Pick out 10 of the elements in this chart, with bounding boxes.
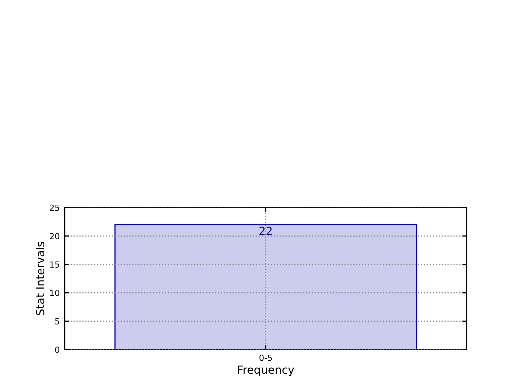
- y-axis-title: Stat Intervals: [36, 242, 45, 316]
- x-tick-label: 0-5: [260, 354, 272, 362]
- y-tick-label: 0: [55, 346, 60, 354]
- y-tick-label: 20: [50, 233, 60, 240]
- data-label: 22: [260, 226, 272, 236]
- y-tick-label: 5: [55, 318, 60, 325]
- y-tick-label: 25: [50, 204, 60, 212]
- y-tick-label: 10: [50, 290, 60, 296]
- x-axis-title: Frequency: [238, 366, 294, 376]
- y-tick-label: 15: [50, 262, 60, 268]
